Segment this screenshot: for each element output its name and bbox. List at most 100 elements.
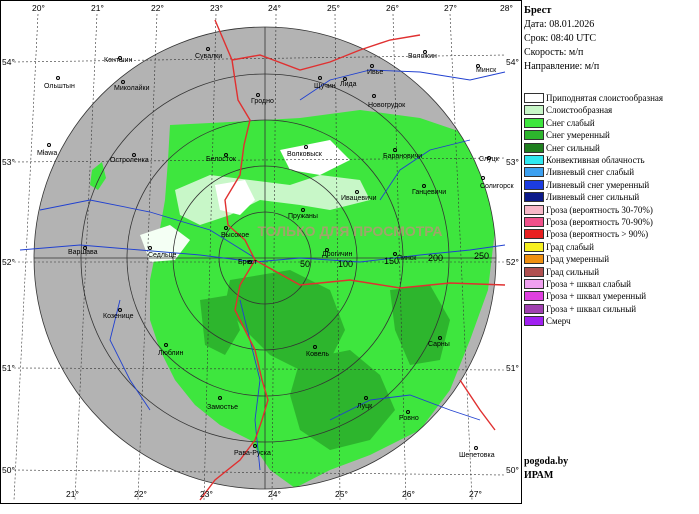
legend-item: Снег сильный (524, 142, 600, 154)
date-label: Дата: 08.01.2026 (524, 19, 595, 30)
map-frame (0, 0, 522, 504)
legend-swatch (524, 117, 544, 128)
precipitation-echo (90, 110, 495, 488)
speed-label: Скорость: м/п (524, 47, 584, 58)
lat-right-4: 50° (506, 465, 519, 475)
city-label: Миколайки (114, 84, 150, 92)
legend-item: Слоистообразная (524, 104, 612, 116)
city-label: Кентшин (104, 57, 133, 64)
legend-swatch (524, 130, 544, 141)
radar-map: ТОЛЬКО ДЛЯ ПРОСМОТРА 50 100 150 200 250 … (0, 0, 522, 504)
lon-bottom-5: 26° (402, 489, 415, 499)
legend-item: Конвективная облачность (524, 154, 645, 166)
city-label: Слуцк (479, 156, 500, 163)
legend-label: Ливневый снег слабый (546, 167, 635, 178)
city-label: Люблин (158, 349, 184, 357)
legend-label: Град сильный (546, 266, 600, 277)
range-label-100: 100 (338, 259, 353, 269)
city-label: Ровно (399, 415, 419, 422)
state-borders (199, 19, 506, 501)
city-label: Шепетовка (459, 452, 495, 459)
lon-top-3: 23° (210, 3, 223, 13)
legend-item: Гроза (вероятность > 90%) (524, 228, 648, 240)
legend-swatch (524, 279, 544, 289)
lon-top-4: 24° (268, 3, 281, 13)
city-label: Козенице (103, 313, 134, 320)
city-label: Ганцевичи (412, 189, 446, 196)
city-label: Новогрудок (368, 102, 406, 109)
lon-top-0: 20° (32, 3, 45, 13)
legend-item: Ливневый снег сильный (524, 191, 639, 203)
city-label: Мława (37, 150, 57, 157)
city-label: Дрогичин (322, 251, 353, 258)
city-label: Пинск (397, 255, 417, 262)
legend-item: Снег умеренный (524, 129, 610, 141)
city-label: Брест (238, 259, 258, 266)
legend-swatch (524, 303, 544, 314)
city-label: Белосток (206, 156, 237, 163)
direction-label: Направление: м/п (524, 61, 600, 72)
lat-labels-left: 54° 53° 52° 51° 50° (2, 57, 15, 475)
lon-bottom-4: 25° (335, 489, 348, 499)
legend-label: Град слабый (546, 241, 594, 252)
city-label: Щучин (314, 83, 336, 90)
range-label-150: 150 (384, 256, 399, 266)
range-rings (33, 26, 497, 490)
lon-top-5: 25° (327, 3, 340, 13)
lon-top-8: 28° (500, 3, 513, 13)
legend-label: Конвективная облачность (546, 155, 645, 165)
watermark: ТОЛЬКО ДЛЯ ПРОСМОТРА (257, 223, 442, 239)
footer-site: pogoda.by (524, 456, 569, 467)
legend-label: Приподнятая слоистообразная (546, 93, 664, 103)
legend-swatch (524, 167, 544, 178)
lat-left-3: 51° (2, 363, 15, 373)
legend-item: Ливневый снег слабый (524, 166, 634, 178)
lon-bottom-2: 23° (200, 489, 213, 499)
city-label: Остроленка (110, 157, 149, 164)
city-label: Ивацевичи (341, 195, 377, 202)
city-label: Сувалки (195, 53, 222, 60)
city-label: Солигорск (480, 183, 514, 190)
legend-item: Град умеренный (524, 253, 609, 265)
legend-swatch (524, 254, 544, 265)
lon-labels-top: 20° 21° 22° 23° 24° 25° 26° 27° 28° (32, 3, 513, 13)
legend-item: Ливневый снег умеренный (524, 179, 649, 191)
legend-item: Град слабый (524, 241, 594, 253)
city-label: Замостье (207, 404, 238, 411)
lat-left-1: 53° (2, 157, 15, 167)
legend-item: Смерч (524, 315, 571, 327)
legend-swatch (524, 204, 544, 215)
lon-top-1: 21° (91, 3, 104, 13)
footer-org: ИРАМ (524, 470, 554, 481)
cities: Сувалки Кентшин Ольштын Миколайки Гродно… (37, 47, 514, 459)
city-label: Высокое (221, 232, 249, 239)
lat-labels-right: 54° 53° 52° 51° 50° (506, 57, 519, 475)
range-label-250: 250 (474, 251, 489, 261)
city-label: Минск (476, 67, 497, 74)
city-label: Луцк (357, 403, 373, 410)
city-label: Сарны (428, 341, 450, 348)
legend-label: Гроза (вероятность 70-90%) (546, 217, 653, 227)
lat-left-2: 52° (2, 257, 15, 267)
legend-label: Смерч (546, 316, 571, 327)
legend-swatch (524, 179, 544, 190)
lat-right-1: 53° (506, 157, 519, 167)
legend-label: Снег слабый (546, 117, 595, 128)
legend-item: Снег слабый (524, 117, 595, 129)
legend-item: Гроза + шквал сильный (524, 303, 636, 315)
legend-label: Гроза (вероятность 30-70%) (546, 204, 653, 215)
legend-item: Гроза + шквал слабый (524, 278, 631, 290)
lon-labels-bottom: 21° 22° 23° 24° 25° 26° 27° (66, 489, 482, 499)
city-label: Воложин (408, 53, 437, 60)
legend-item: Гроза (вероятность 30-70%) (524, 204, 653, 216)
lon-bottom-1: 22° (134, 489, 147, 499)
legend-label: Ливневый снег умеренный (546, 179, 650, 190)
legend-label: Ливневый снег сильный (546, 192, 640, 203)
lon-bottom-0: 21° (66, 489, 79, 499)
legend-swatch (524, 93, 544, 103)
legend-swatch (524, 316, 544, 327)
range-labels: 50 100 150 200 250 (300, 251, 489, 269)
lon-top-7: 27° (444, 3, 457, 13)
city-label: Ольштын (44, 83, 75, 90)
lon-top-6: 26° (386, 3, 399, 13)
